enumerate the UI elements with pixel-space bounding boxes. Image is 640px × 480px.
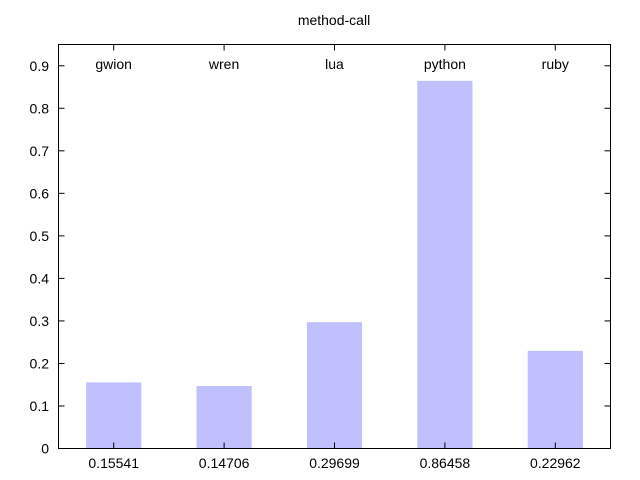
category-label-wren: wren [208,56,239,72]
value-label-python: 0.86458 [420,455,471,471]
y-tick-label: 0.4 [30,270,50,286]
category-label-ruby: ruby [542,56,569,72]
y-tick-label: 0.7 [30,143,50,159]
y-tick-label: 0.8 [30,100,50,116]
y-tick-label: 0.1 [30,398,50,414]
value-label-ruby: 0.22962 [530,455,581,471]
category-label-python: python [424,56,466,72]
plot-frame [58,44,611,449]
chart-title: method-call [298,12,370,28]
y-axis-ticks: 0 0.1 0.2 0.3 0.4 0.5 0.6 0.7 0.8 0.9 [30,44,611,457]
category-label-lua: lua [325,56,344,72]
y-tick-label: 0.9 [30,58,50,74]
category-labels: gwion wren lua python ruby [95,56,569,72]
y-tick-label: 0.3 [30,313,50,329]
bar-gwion [86,382,142,449]
category-label-gwion: gwion [95,56,132,72]
y-tick-label: 0.2 [30,355,50,371]
bar-wren [196,385,252,449]
value-label-gwion: 0.15541 [88,455,139,471]
value-labels: 0.15541 0.14706 0.29699 0.86458 0.22962 [88,455,580,471]
y-tick-label: 0.5 [30,228,50,244]
value-label-lua: 0.29699 [309,455,360,471]
y-tick-label: 0.6 [30,185,50,201]
bar-lua [306,322,363,449]
bar-python [417,80,473,449]
value-label-wren: 0.14706 [199,455,250,471]
bars-group [86,80,583,449]
y-tick-label: 0 [41,441,49,457]
bar-ruby [527,350,583,449]
